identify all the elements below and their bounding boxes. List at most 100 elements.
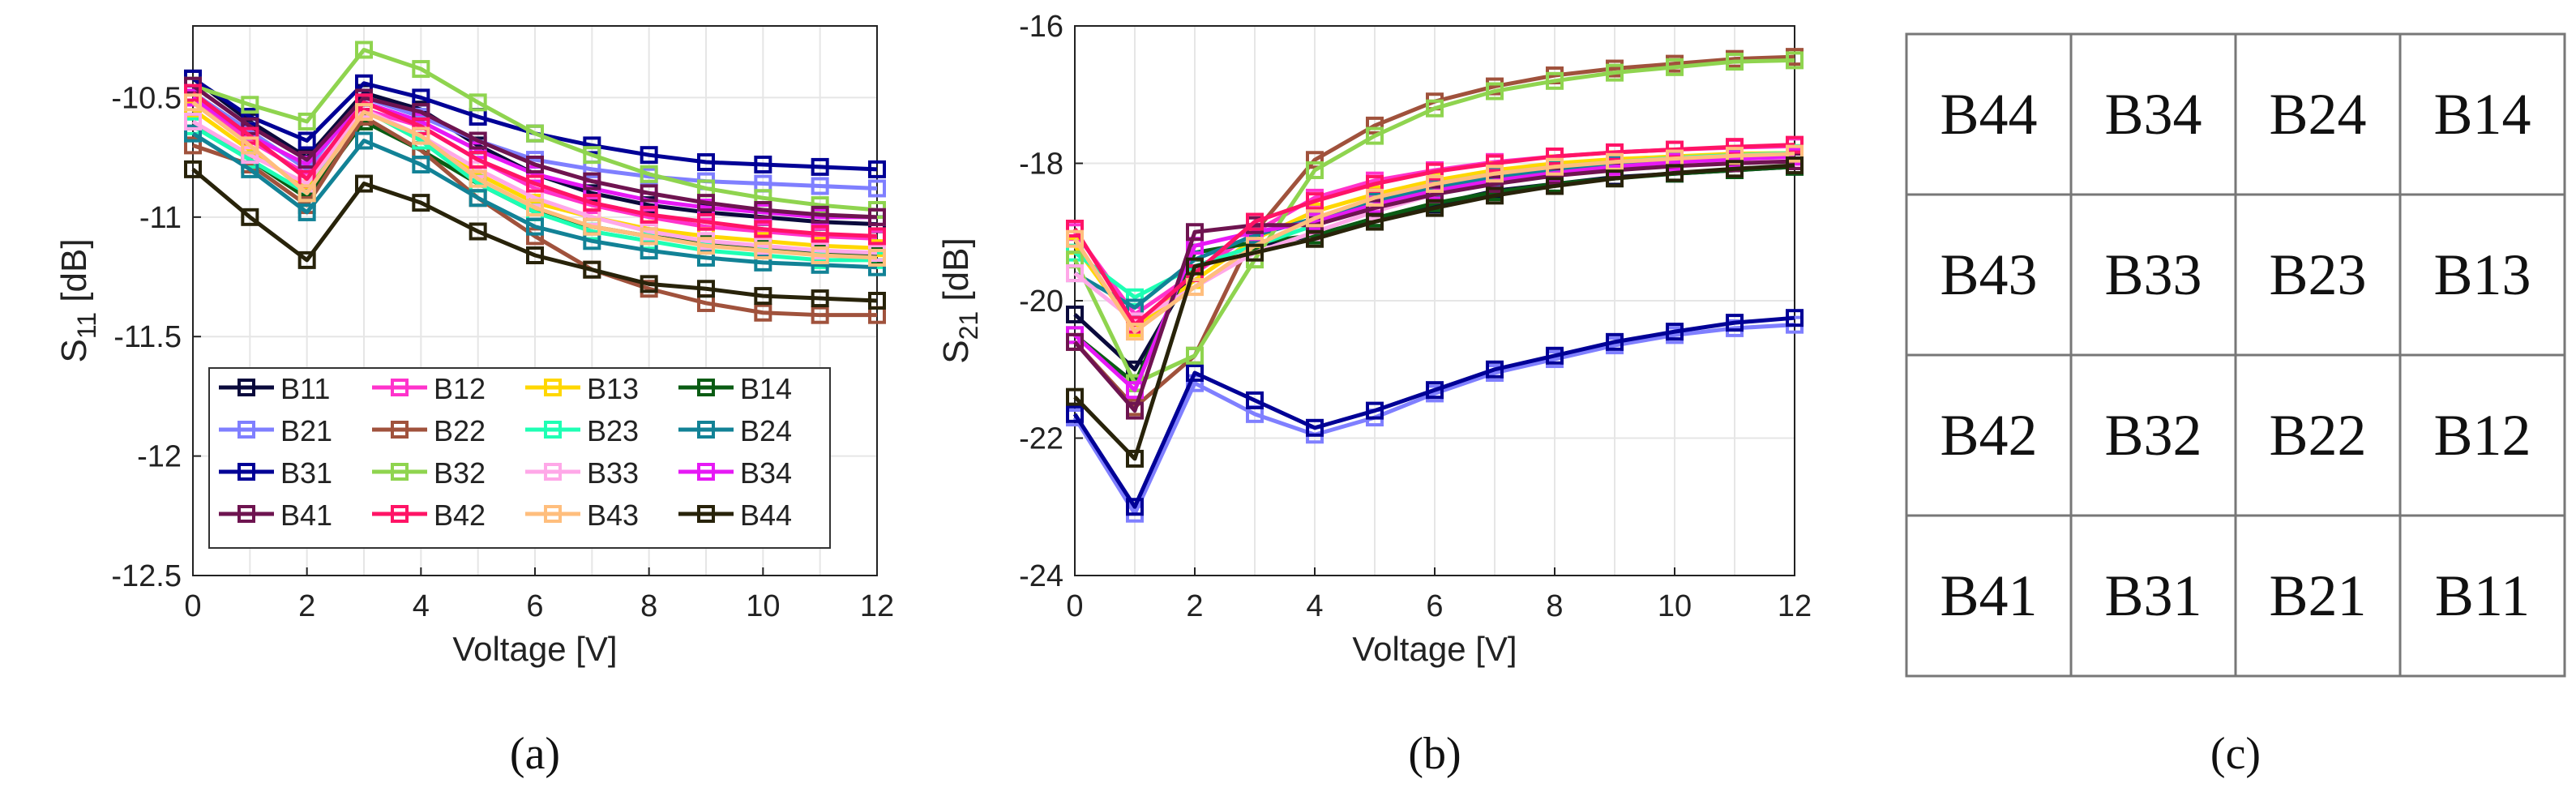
data-point-b44 xyxy=(1126,449,1144,468)
data-point-b32 xyxy=(526,124,544,143)
x-tick-label: 6 xyxy=(526,589,543,623)
data-point-b32 xyxy=(1786,51,1804,70)
data-point-b42 xyxy=(412,117,430,135)
series-line-b32 xyxy=(1072,58,1795,386)
series-line-b31 xyxy=(1072,315,1795,509)
data-point-b43 xyxy=(297,184,316,203)
data-point-b31 xyxy=(1606,332,1624,351)
data-point-b44 xyxy=(1246,243,1264,262)
legend-swatch-marker xyxy=(237,505,255,523)
data-point-b43 xyxy=(1426,174,1444,193)
data-point-b44 xyxy=(1066,387,1084,406)
data-point-b44 xyxy=(241,208,259,226)
legend-swatch-marker xyxy=(391,463,409,481)
data-point-b34 xyxy=(526,165,544,183)
data-point-b44 xyxy=(1546,177,1564,195)
data-point-b41 xyxy=(1186,223,1204,242)
grid-cell-label: B11 xyxy=(2435,563,2530,628)
data-point-b42 xyxy=(1606,143,1624,161)
data-point-b31 xyxy=(297,131,316,150)
grid-cell-label: B21 xyxy=(2269,563,2366,628)
data-point-b44 xyxy=(1426,199,1444,217)
grid-cell-label: B23 xyxy=(2269,242,2366,307)
legend-label: B32 xyxy=(434,456,486,490)
data-point-b23 xyxy=(1126,288,1144,306)
x-tick-label: 2 xyxy=(1186,589,1203,623)
y-tick-label: -24 xyxy=(1019,559,1063,593)
data-point-b31 xyxy=(1546,346,1564,365)
data-point-b44 xyxy=(811,289,829,308)
legend-label: B13 xyxy=(587,372,639,405)
data-point-b32 xyxy=(355,41,373,59)
data-point-b43 xyxy=(241,136,259,155)
x-tick-label: 4 xyxy=(413,589,430,623)
data-point-b43 xyxy=(412,126,430,145)
grid-cell xyxy=(2069,353,2237,517)
legend-label: B23 xyxy=(587,414,639,447)
data-point-b11 xyxy=(1066,305,1084,323)
data-point-b43 xyxy=(1306,209,1324,228)
grid-cell-label: B42 xyxy=(1940,403,2037,468)
data-point-b41 xyxy=(811,205,829,224)
legend-label: B14 xyxy=(740,372,792,405)
data-point-b42 xyxy=(355,93,373,112)
y-axis-label-unit: [dB] xyxy=(936,238,976,311)
legend-swatch-marker xyxy=(391,421,409,439)
grid-cell-label: B34 xyxy=(2104,82,2202,147)
data-point-b32 xyxy=(1186,346,1204,365)
data-point-b41 xyxy=(1486,174,1504,193)
data-point-b31 xyxy=(1306,418,1324,437)
x-tick-label: 10 xyxy=(1658,589,1692,623)
series-line-b33 xyxy=(191,107,878,255)
data-point-b31 xyxy=(1426,381,1444,400)
data-point-b44 xyxy=(1306,229,1324,248)
data-point-b44 xyxy=(640,275,658,293)
series-line-b21 xyxy=(191,91,878,190)
panel-label: (c) xyxy=(2210,729,2261,779)
data-point-b32 xyxy=(1606,63,1624,82)
series-line-b43 xyxy=(1072,152,1795,334)
data-point-b31 xyxy=(1366,401,1384,420)
grid-cell-label: B24 xyxy=(2269,82,2366,147)
data-point-b44 xyxy=(469,222,487,241)
grid-cell-label: B43 xyxy=(1940,242,2037,307)
data-point-b44 xyxy=(1486,186,1504,205)
data-point-b44 xyxy=(1186,257,1204,276)
data-point-b41 xyxy=(583,172,601,190)
data-point-b24 xyxy=(355,131,373,150)
y-tick-label: -16 xyxy=(1019,10,1063,44)
y-tick-label: -12 xyxy=(137,440,182,474)
data-point-b43 xyxy=(1606,152,1624,171)
series-line-b42 xyxy=(191,91,878,238)
data-point-b41 xyxy=(697,194,715,212)
data-point-b41 xyxy=(526,155,544,173)
grid-cell-label: B13 xyxy=(2433,242,2531,307)
data-point-b31 xyxy=(583,136,601,155)
x-tick-label: 0 xyxy=(184,589,201,623)
panel-c-grid: B44 B34 B24 B14 B43 B33 B23 B13 B42 B32 B22 B12 B41 B… xyxy=(1905,32,2566,779)
data-point-b24 xyxy=(697,248,715,267)
chart-b: 0 2 4 6 8 10 12 -16 -18 -20 -22 -24 Voltage [V] S21 [… xyxy=(936,10,1812,779)
data-point-b44 xyxy=(297,250,316,269)
y-axis-label-subscript: 21 xyxy=(954,311,983,340)
data-point-b21 xyxy=(868,179,886,198)
data-point-b42 xyxy=(640,205,658,224)
data-point-b41 xyxy=(297,151,316,169)
legend xyxy=(208,367,831,549)
legend-label: B24 xyxy=(740,414,792,447)
data-point-b43 xyxy=(868,248,886,267)
grid-cell xyxy=(2234,514,2402,678)
data-point-b44 xyxy=(1726,160,1744,178)
legend-swatch-marker xyxy=(237,379,255,396)
data-point-b31 xyxy=(1126,498,1144,516)
data-point-b42 xyxy=(1786,135,1804,154)
grid-cell xyxy=(1905,193,2073,357)
data-point-b32 xyxy=(1546,71,1564,90)
data-point-b43 xyxy=(469,169,487,188)
series-line-b44 xyxy=(191,167,878,303)
data-point-b31 xyxy=(811,157,829,176)
legend-swatch-marker xyxy=(697,463,715,481)
data-point-b43 xyxy=(583,217,601,236)
data-point-b41 xyxy=(469,131,487,150)
